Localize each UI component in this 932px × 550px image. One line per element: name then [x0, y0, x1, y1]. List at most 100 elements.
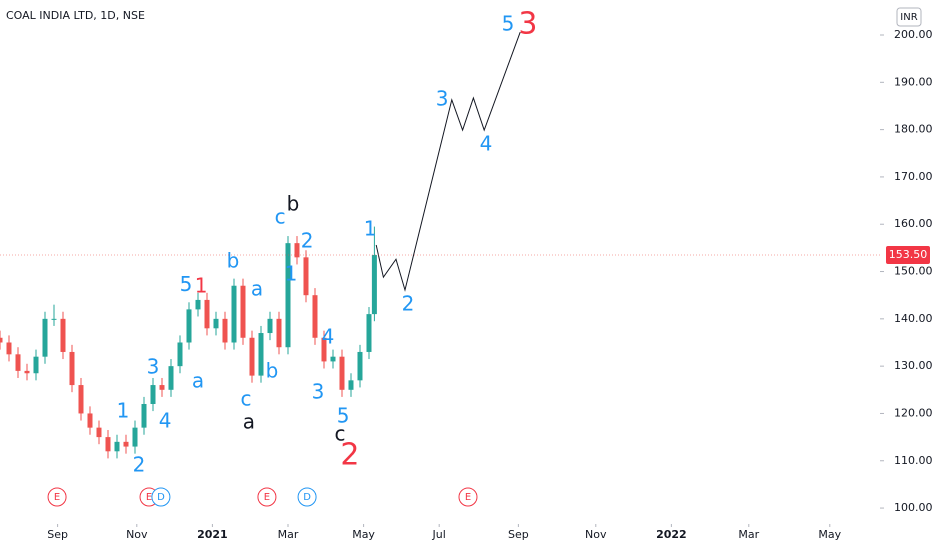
wave-label: c — [335, 422, 346, 446]
y-tick-label: 170.00 — [894, 170, 932, 183]
x-tick-label: Jul — [432, 528, 446, 541]
wave-label: 1 — [117, 399, 130, 423]
x-tick-label: May — [818, 528, 841, 541]
candle-body — [168, 366, 174, 390]
candle-body — [15, 354, 21, 371]
y-tick-label: 180.00 — [894, 123, 932, 136]
wave-label: a — [243, 409, 255, 433]
projection-line — [375, 31, 521, 292]
wave-label: b — [287, 191, 300, 215]
wave-label: 3 — [436, 86, 449, 110]
candle-body — [231, 285, 237, 343]
wave-label: 3 — [518, 7, 537, 42]
wave-label: 1 — [285, 261, 298, 285]
event-label: E — [146, 492, 152, 503]
chart-title: COAL INDIA LTD, 1D, NSE — [6, 9, 145, 22]
event-marker — [297, 487, 317, 507]
wave-label: 2 — [340, 438, 359, 473]
candle-body — [78, 385, 84, 414]
wave-label: 3 — [312, 380, 325, 404]
candle-body — [177, 342, 183, 367]
wave-label: c — [241, 387, 252, 411]
candle-body — [114, 441, 120, 452]
wave-label: 3 — [147, 355, 160, 379]
currency: INR — [900, 12, 917, 23]
candle-body — [0, 337, 3, 343]
x-tick-label: May — [352, 528, 375, 541]
candle-body — [123, 441, 129, 447]
candle-body — [285, 243, 291, 348]
event-label: D — [303, 492, 311, 503]
candle-body — [213, 318, 219, 329]
candle-body — [132, 427, 138, 447]
candle-body — [357, 351, 363, 381]
x-tick-label: Nov — [126, 528, 148, 541]
last-price-label: 153.50 — [889, 248, 928, 261]
x-tick-label: Nov — [585, 528, 607, 541]
candle-body — [204, 299, 210, 329]
event-marker — [458, 487, 478, 507]
wave-label: 2 — [301, 229, 314, 253]
candle-body — [150, 385, 156, 404]
candle-body — [330, 356, 336, 362]
candle-body — [348, 380, 354, 390]
wave-label: 4 — [322, 325, 335, 349]
wave-label: a — [251, 276, 263, 300]
x-tick-label: Mar — [278, 528, 299, 541]
candle-body — [96, 427, 102, 438]
candle-body — [240, 285, 246, 338]
candle-body — [24, 370, 30, 374]
event-marker — [151, 487, 171, 507]
candle-body — [339, 356, 345, 390]
candle-body — [87, 413, 93, 428]
y-tick-label: 190.00 — [894, 75, 932, 88]
candle-body — [321, 337, 327, 362]
candle-body — [195, 299, 201, 310]
x-tick-label: Sep — [508, 528, 529, 541]
event-marker — [47, 487, 67, 507]
event-label: D — [157, 492, 165, 503]
wave-label: 4 — [480, 132, 493, 156]
event-marker — [257, 487, 277, 507]
candle-body — [141, 403, 147, 428]
y-tick-label: 200.00 — [894, 28, 932, 41]
x-tick-label: 2022 — [656, 528, 687, 541]
wave-label: 5 — [180, 272, 193, 296]
candle-body — [258, 333, 264, 376]
candle-body — [60, 318, 66, 352]
candle-body — [249, 337, 255, 376]
y-tick-label: 100.00 — [894, 501, 932, 514]
y-tick-label: 140.00 — [894, 312, 932, 325]
wave-label: 1 — [195, 274, 208, 298]
wave-label: b — [266, 358, 279, 382]
candle-body — [366, 314, 372, 352]
candle-body — [6, 342, 12, 355]
last-price-badge — [886, 245, 930, 264]
wave-label: b — [227, 249, 240, 273]
event-label: E — [54, 492, 60, 503]
candle-body — [159, 385, 165, 390]
x-tick-label: Sep — [47, 528, 68, 541]
candle-body — [371, 254, 377, 315]
wave-label: c — [275, 205, 286, 229]
event-label: E — [264, 492, 270, 503]
y-tick-label: 150.00 — [894, 265, 932, 278]
candle-body — [51, 318, 57, 320]
candle-body — [69, 351, 75, 386]
event-label: E — [465, 492, 471, 503]
wave-label: 4 — [159, 408, 172, 432]
currency-box[interactable] — [896, 7, 922, 27]
candle-body — [33, 356, 39, 374]
x-tick-label: Mar — [738, 528, 759, 541]
candle-body — [222, 318, 228, 343]
candle-body — [186, 309, 192, 343]
y-tick-label: 160.00 — [894, 217, 932, 230]
candle-body — [105, 437, 111, 452]
wave-label: 1 — [364, 216, 377, 240]
y-tick-label: 110.00 — [894, 454, 932, 467]
x-tick-label: 2021 — [197, 528, 228, 541]
candle-body — [276, 318, 282, 348]
candle-body — [312, 295, 318, 338]
wave-label: a — [192, 369, 204, 393]
